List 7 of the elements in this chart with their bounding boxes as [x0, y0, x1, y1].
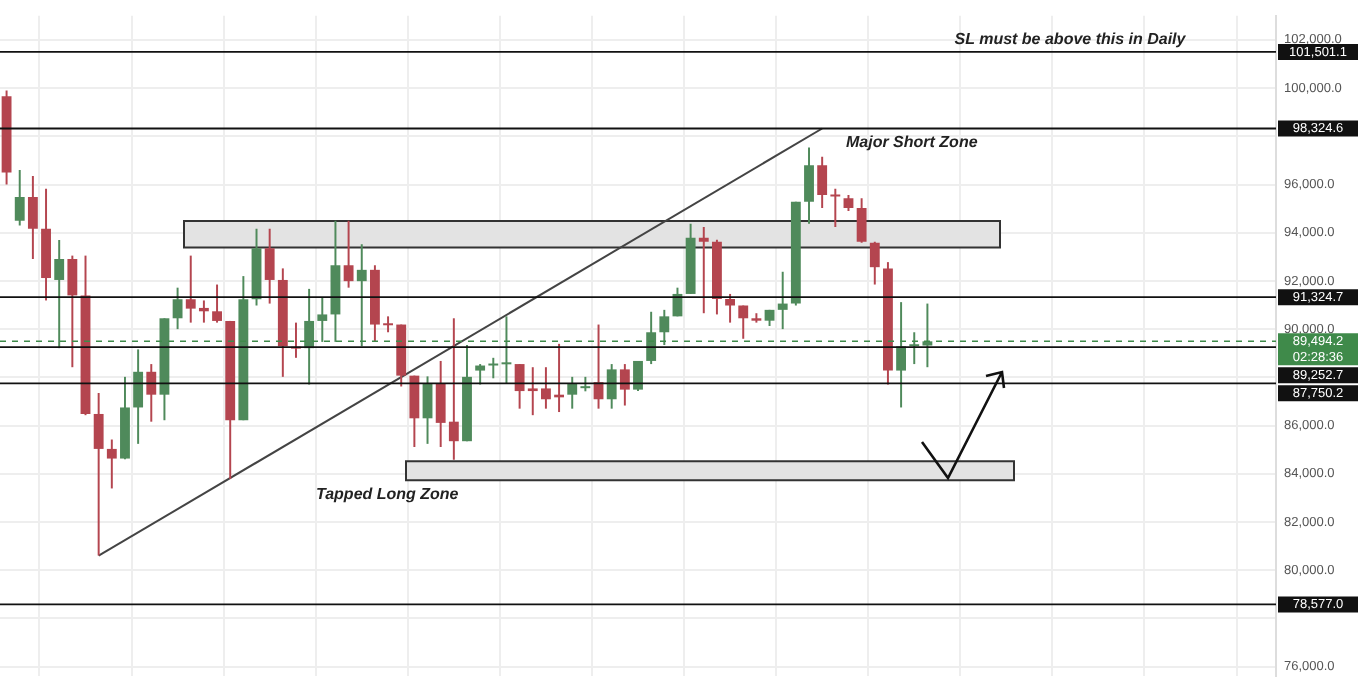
annotation: Major Short Zone [846, 132, 979, 151]
candlestick [830, 188, 841, 227]
band-label: Tapped Long Zone [316, 484, 460, 503]
candlestick [488, 357, 499, 379]
candlestick [698, 226, 709, 314]
candlestick [501, 316, 512, 384]
annotation: SL must be above this in Daily [954, 30, 1187, 49]
